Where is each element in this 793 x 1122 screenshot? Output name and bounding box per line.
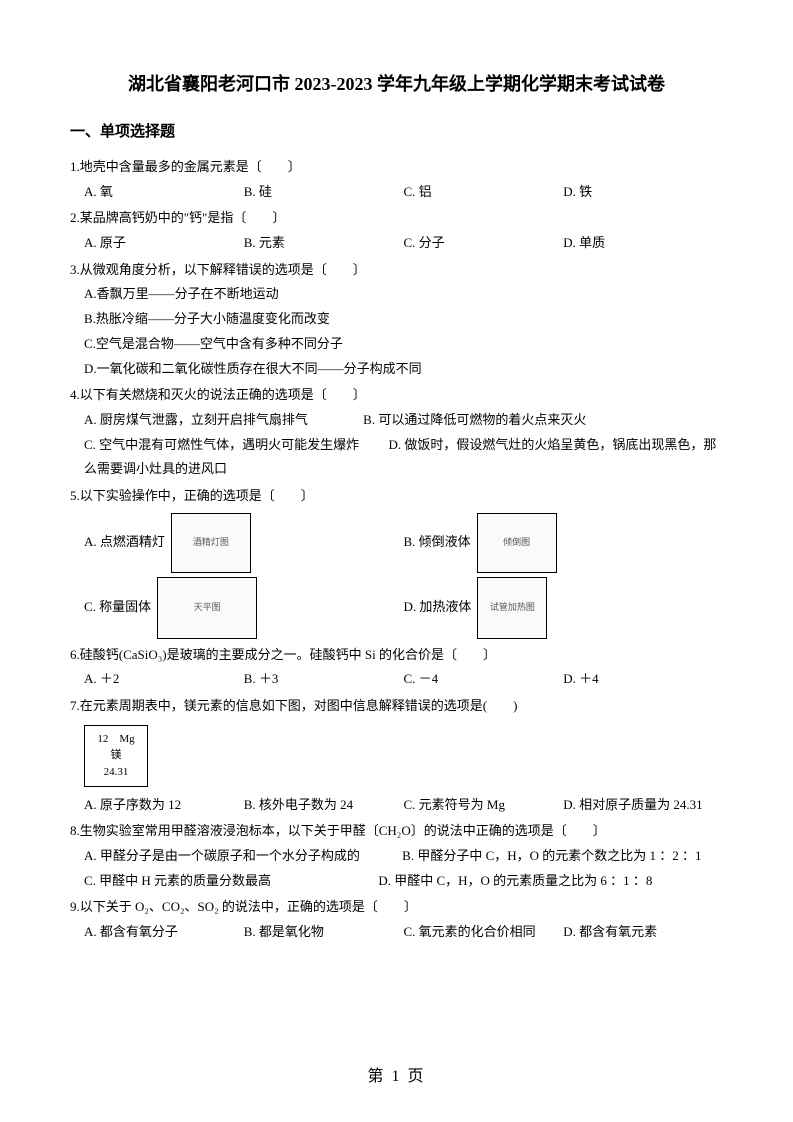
balance-icon: 天平图 xyxy=(157,577,257,639)
element-line2: 镁 xyxy=(111,747,122,764)
q5-opt-b: B. 倾倒液体 xyxy=(404,530,471,555)
pour-icon: 倾倒图 xyxy=(477,513,557,573)
q1-opt-d: D. 铁 xyxy=(563,180,723,205)
q3-opt-a: A.香飘万里——分子在不断地运动 xyxy=(84,282,723,307)
question-5: 5.以下实验操作中，正确的选项是〔 〕 A. 点燃酒精灯 酒精灯图 B. 倾倒液… xyxy=(70,484,723,639)
q7-opt-a: A. 原子序数为 12 xyxy=(84,793,244,818)
q3-stem: 3.从微观角度分析，以下解释错误的选项是〔 〕 xyxy=(70,258,723,283)
question-9: 9.以下关于 O₂、CO₂、SO₂ 的说法中，正确的选项是〔 〕 A. 都含有氧… xyxy=(70,895,723,944)
section-heading: 一、单项选择题 xyxy=(70,120,723,141)
q2-stem: 2.某品牌高钙奶中的"钙"是指〔 〕 xyxy=(70,206,723,231)
q2-opt-a: A. 原子 xyxy=(84,231,244,256)
q7-stem: 7.在元素周期表中，镁元素的信息如下图，对图中信息解释错误的选项是( ) xyxy=(70,694,723,719)
q2-opt-d: D. 单质 xyxy=(563,231,723,256)
question-8: 8.生物实验室常用甲醛溶液浸泡标本，以下关于甲醛〔CH₂O〕的说法中正确的选项是… xyxy=(70,819,723,893)
q7-opt-c: C. 元素符号为 Mg xyxy=(404,793,564,818)
q9-opt-d: D. 都含有氧元素 xyxy=(563,920,723,945)
q2-opt-c: C. 分子 xyxy=(404,231,564,256)
q8-opt-d: D. 甲醛中 C，H，O 的元素质量之比为 6 ：1 ：8 xyxy=(378,873,652,888)
q8-stem: 8.生物实验室常用甲醛溶液浸泡标本，以下关于甲醛〔CH₂O〕的说法中正确的选项是… xyxy=(70,819,723,844)
question-3: 3.从微观角度分析，以下解释错误的选项是〔 〕 A.香飘万里——分子在不断地运动… xyxy=(70,258,723,381)
q9-stem: 9.以下关于 O₂、CO₂、SO₂ 的说法中，正确的选项是〔 〕 xyxy=(70,895,723,920)
lamp-icon: 酒精灯图 xyxy=(171,513,251,573)
q6-stem: 6.硅酸钙(CaSiO₃)是玻璃的主要成分之一。硅酸钙中 Si 的化合价是〔 〕 xyxy=(70,643,723,668)
q6-opt-d: D. ＋4 xyxy=(563,667,723,692)
heat-tube-icon: 试管加热图 xyxy=(477,577,547,639)
element-box: 12 Mg 镁 24.31 xyxy=(84,725,148,787)
q3-opt-c: C.空气是混合物——空气中含有多种不同分子 xyxy=(84,332,723,357)
question-4: 4.以下有关燃烧和灭火的说法正确的选项是〔 〕 A. 厨房煤气泄露，立刻开启排气… xyxy=(70,383,723,482)
element-line1: 12 Mg xyxy=(97,731,134,748)
q9-opt-a: A. 都含有氧分子 xyxy=(84,920,244,945)
question-7: 7.在元素周期表中，镁元素的信息如下图，对图中信息解释错误的选项是( ) 12 … xyxy=(70,694,723,817)
q6-opt-c: C. －4 xyxy=(404,667,564,692)
q1-opt-c: C. 铝 xyxy=(404,180,564,205)
q4-stem: 4.以下有关燃烧和灭火的说法正确的选项是〔 〕 xyxy=(70,383,723,408)
q8-opt-a: A. 甲醛分子是由一个碳原子和一个水分子构成的 xyxy=(84,848,360,863)
q5-opt-c: C. 称量固体 xyxy=(84,595,151,620)
q3-opt-b: B.热胀冷缩——分子大小随温度变化而改变 xyxy=(84,307,723,332)
question-6: 6.硅酸钙(CaSiO₃)是玻璃的主要成分之一。硅酸钙中 Si 的化合价是〔 〕… xyxy=(70,643,723,692)
q4-opt-c: C. 空气中混有可燃性气体，遇明火可能发生爆炸 xyxy=(84,437,359,452)
q6-opt-b: B. ＋3 xyxy=(244,667,404,692)
q9-opt-c: C. 氧元素的化合价相同 xyxy=(404,920,564,945)
q8-opt-b: B. 甲醛分子中 C，H，O 的元素个数之比为 1 ：2 ：1 xyxy=(402,848,701,863)
q5-stem: 5.以下实验操作中，正确的选项是〔 〕 xyxy=(70,484,723,509)
page-number: 第 1 页 xyxy=(0,1062,793,1086)
q9-opt-b: B. 都是氧化物 xyxy=(244,920,404,945)
q2-opt-b: B. 元素 xyxy=(244,231,404,256)
q4-opt-a: A. 厨房煤气泄露，立刻开启排气扇排气 xyxy=(84,412,308,427)
q7-opt-b: B. 核外电子数为 24 xyxy=(244,793,404,818)
q8-opt-c: C. 甲醛中 H 元素的质量分数最高 xyxy=(84,873,271,888)
exam-title: 湖北省襄阳老河口市 2023-2023 学年九年级上学期化学期末考试试卷 xyxy=(70,70,723,96)
q5-opt-a: A. 点燃酒精灯 xyxy=(84,530,165,555)
q7-opt-d: D. 相对原子质量为 24.31 xyxy=(563,793,723,818)
q1-opt-b: B. 硅 xyxy=(244,180,404,205)
element-line3: 24.31 xyxy=(104,764,129,781)
q6-opt-a: A. ＋2 xyxy=(84,667,244,692)
question-1: 1.地壳中含量最多的金属元素是〔 〕 A. 氧 B. 硅 C. 铝 D. 铁 xyxy=(70,155,723,204)
q1-stem: 1.地壳中含量最多的金属元素是〔 〕 xyxy=(70,155,723,180)
question-2: 2.某品牌高钙奶中的"钙"是指〔 〕 A. 原子 B. 元素 C. 分子 D. … xyxy=(70,206,723,255)
q5-opt-d: D. 加热液体 xyxy=(404,595,472,620)
q1-opt-a: A. 氧 xyxy=(84,180,244,205)
q4-opt-b: B. 可以通过降低可燃物的着火点来灭火 xyxy=(363,412,586,427)
q3-opt-d: D.一氧化碳和二氧化碳性质存在很大不同——分子构成不同 xyxy=(84,357,723,382)
